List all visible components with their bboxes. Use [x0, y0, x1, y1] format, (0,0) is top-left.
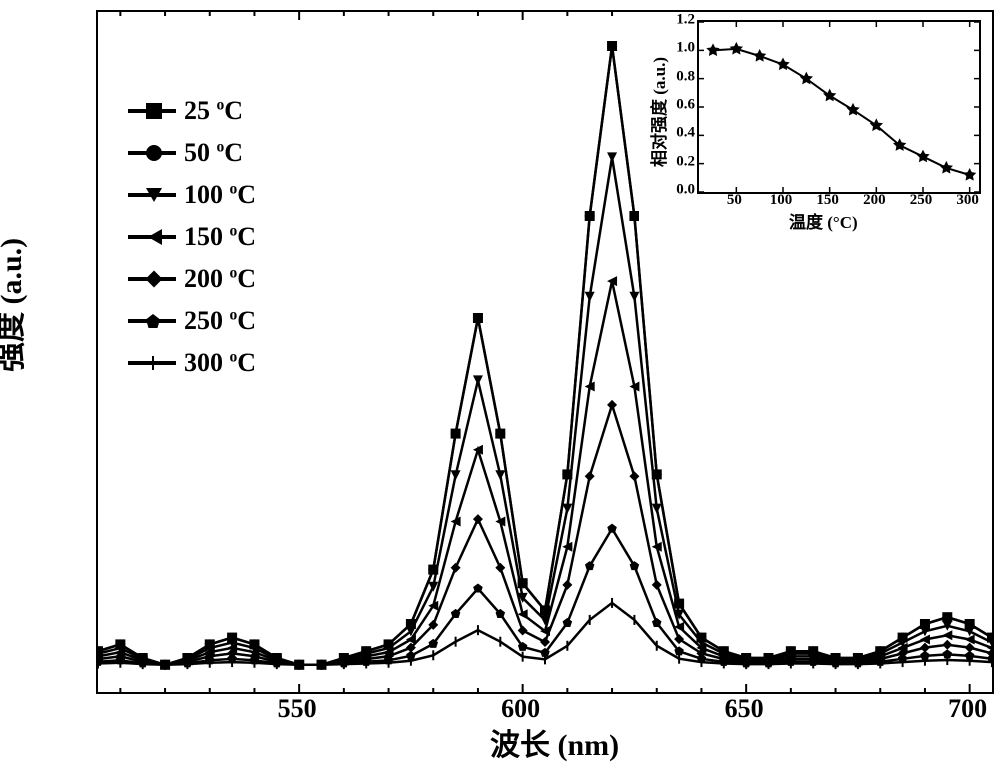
inset-y-tick-label: 0.6 — [669, 97, 695, 114]
inset-x-tick-label: 100 — [770, 192, 793, 209]
inset-y-tick-label: 1.0 — [669, 40, 695, 57]
y-axis-label: 强度 (a.u.) — [0, 238, 30, 372]
legend-label: 150 oC — [184, 222, 256, 252]
legend-entry: 100 oC — [128, 174, 256, 216]
x-axis-label: 波长 (nm) — [490, 720, 619, 764]
inset-x-tick-label: 300 — [956, 192, 979, 209]
legend-entry: 150 oC — [128, 216, 256, 258]
inset-y-tick-label: 0.0 — [669, 182, 695, 199]
legend-label: 100 oC — [184, 180, 256, 210]
inset-x-tick-label: 250 — [910, 192, 933, 209]
x-tick-label: 700 — [948, 694, 987, 724]
inset-x-tick-label: 200 — [863, 192, 886, 209]
legend-label: 50 oC — [184, 138, 243, 168]
legend-label: 200 oC — [184, 264, 256, 294]
legend: 25 oC 50 oC 100 oC 150 oC 200 oC 250 oC 300 oC — [128, 90, 256, 384]
figure: 相对强度 (a.u.) 温度 (°C) 50 100 150 200 250 300 0.… — [0, 0, 1000, 761]
legend-entry: 200 oC — [128, 258, 256, 300]
legend-entry: 50 oC — [128, 132, 256, 174]
inset-chart: 相对强度 (a.u.) 温度 (°C) 50 100 150 200 250 300 0.… — [639, 12, 987, 232]
legend-entry: 25 oC — [128, 90, 256, 132]
legend-entry: 250 oC — [128, 300, 256, 342]
legend-entry: 300 oC — [128, 342, 256, 384]
inset-y-tick-label: 1.2 — [669, 12, 695, 29]
legend-label: 25 oC — [184, 96, 243, 126]
legend-label: 300 oC — [184, 348, 256, 378]
inset-y-axis-label: 相对强度 (a.u.) — [645, 57, 670, 167]
inset-x-axis-label: 温度 (°C) — [789, 208, 858, 233]
inset-x-tick-label: 150 — [816, 192, 839, 209]
inset-y-tick-label: 0.8 — [669, 68, 695, 85]
inset-chart-svg — [699, 22, 979, 192]
x-tick-label: 650 — [725, 694, 764, 724]
inset-y-tick-label: 0.4 — [669, 125, 695, 142]
x-tick-label: 550 — [278, 694, 317, 724]
legend-label: 250 oC — [184, 306, 256, 336]
inset-y-tick-label: 0.2 — [669, 153, 695, 170]
inset-plot-area — [697, 20, 981, 194]
inset-x-tick-label: 50 — [727, 192, 742, 209]
x-tick-label: 600 — [501, 694, 540, 724]
